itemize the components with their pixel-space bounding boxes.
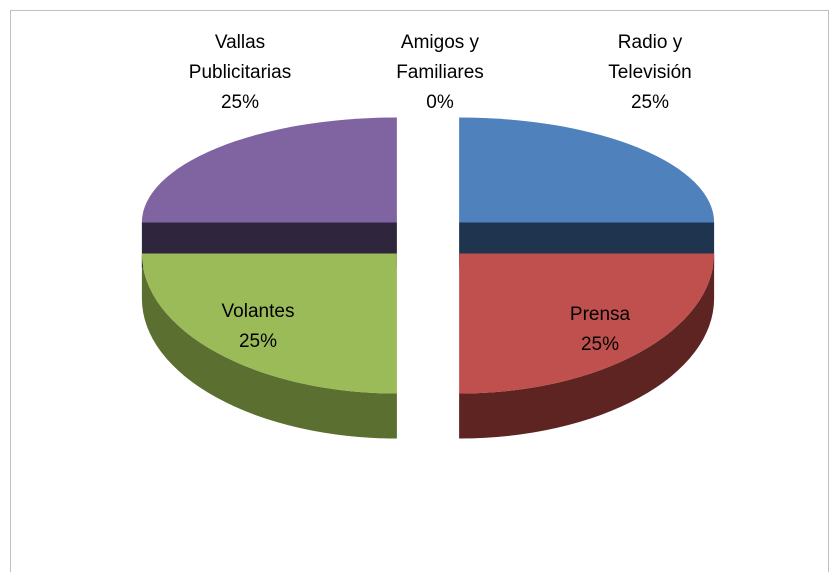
slice [141,253,397,394]
category-label: Vallas Publicitarias [188,32,292,83]
slice-side [459,253,715,439]
data-label: Volantes 25% [188,297,328,357]
value-label: 0% [426,92,454,113]
category-label: Amigos y Familiares [396,32,484,83]
value-label: 25% [630,92,670,113]
data-label: Amigos y Familiares 0% [370,28,510,118]
slice [141,117,397,223]
data-label: Radio y Televisión 25% [580,28,720,118]
slice [459,253,715,394]
category-label: Volantes [221,301,295,322]
data-label: Vallas Publicitarias 25% [170,28,310,118]
slice-side [141,253,397,439]
category-label: Prensa [569,304,631,325]
category-label: Radio y Televisión [608,32,692,83]
value-label: 25% [220,92,260,113]
data-label: Prensa 25% [530,300,670,360]
value-label: 25% [580,334,620,355]
value-label: 25% [238,331,278,352]
chart-frame [10,10,829,572]
slice [459,117,715,223]
